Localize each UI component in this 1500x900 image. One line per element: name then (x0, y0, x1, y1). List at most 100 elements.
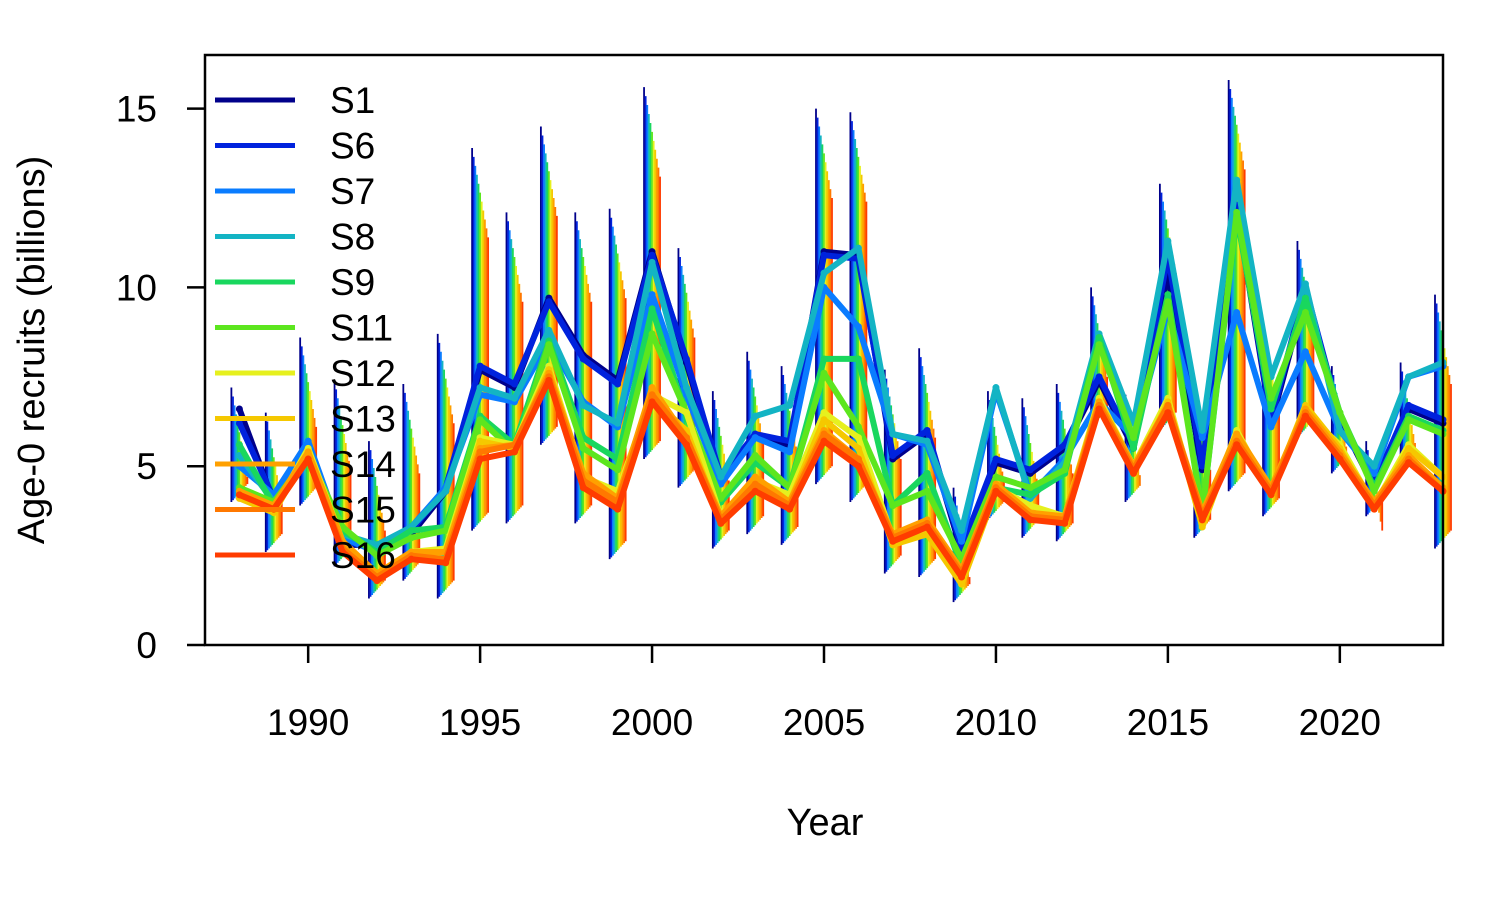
data-point (923, 487, 931, 495)
data-point (1233, 430, 1241, 438)
data-point (1370, 487, 1378, 495)
data-point (1164, 409, 1172, 417)
data-point (1061, 519, 1069, 527)
data-point (1198, 426, 1206, 434)
data-point (476, 455, 484, 463)
data-point (648, 330, 656, 338)
data-point (786, 505, 794, 513)
data-point (820, 269, 828, 277)
data-point (1233, 441, 1241, 449)
data-point (1130, 469, 1137, 477)
data-point (1130, 444, 1137, 452)
data-point (407, 527, 415, 535)
data-point (1026, 484, 1034, 492)
data-point (1405, 373, 1413, 381)
data-point (1026, 502, 1034, 510)
data-point (854, 444, 862, 452)
axes-layer: 1990 1995 2000 2005 2010 2015 2020 0 5 10 15 (116, 53, 1445, 743)
legend-label-s16: S16 (330, 535, 396, 576)
data-point (1095, 333, 1103, 341)
series-layer (230, 80, 1452, 603)
x-tick-label: 2020 (1299, 702, 1381, 743)
data-point (1301, 280, 1309, 288)
data-point (820, 369, 828, 377)
data-point (1370, 469, 1378, 477)
legend-label-s7: S7 (330, 171, 375, 212)
data-point (1061, 466, 1069, 474)
data-point (751, 451, 759, 459)
data-point (1233, 208, 1241, 216)
data-point (923, 437, 931, 445)
data-point (1301, 412, 1309, 420)
data-point (682, 355, 690, 363)
data-point (717, 519, 725, 527)
data-point (579, 355, 587, 363)
data-point (1130, 434, 1137, 442)
data-point (1233, 308, 1241, 316)
x-tick-label: 1990 (267, 702, 349, 743)
data-point (786, 448, 794, 456)
data-point (648, 305, 656, 313)
data-point (476, 416, 484, 424)
data-point (1405, 444, 1413, 452)
data-point (1301, 308, 1309, 316)
x-axis-title: Year (787, 802, 864, 844)
data-point (923, 469, 931, 477)
data-point (235, 419, 243, 427)
y-tick-label: 0 (136, 625, 157, 666)
data-point (1405, 401, 1413, 409)
data-point (751, 473, 759, 481)
data-point (545, 326, 553, 334)
data-point (304, 437, 312, 445)
legend-label-s14: S14 (330, 444, 396, 485)
data-point (854, 423, 862, 431)
y-tick-label: 5 (136, 446, 157, 487)
data-point (992, 455, 1000, 463)
data-point (682, 384, 690, 392)
y-axis-title: Age-0 recruits (billions) (11, 156, 53, 545)
data-point (1026, 466, 1034, 474)
data-point (1164, 401, 1172, 409)
data-point (889, 451, 897, 459)
data-point (958, 527, 966, 535)
data-point (648, 398, 656, 406)
data-point (648, 384, 656, 392)
data-point (854, 244, 862, 252)
data-point (854, 323, 862, 331)
legend-label-s6: S6 (330, 126, 375, 167)
data-point (751, 434, 759, 442)
data-point (373, 541, 381, 549)
data-point (889, 502, 897, 510)
y-tick-label: 10 (116, 267, 157, 308)
data-point (476, 437, 484, 445)
data-point (614, 380, 622, 388)
data-point (442, 487, 450, 495)
x-tick-label: 2005 (783, 702, 865, 743)
data-point (854, 434, 862, 442)
series-line-s8 (236, 177, 1445, 548)
data-point (889, 430, 897, 438)
data-point (579, 444, 587, 452)
data-point (820, 430, 828, 438)
data-point (1370, 462, 1378, 470)
data-point (1095, 373, 1103, 381)
data-point (648, 291, 656, 299)
data-point (751, 480, 759, 488)
data-point (958, 573, 966, 581)
data-point (1301, 348, 1309, 356)
data-point (1405, 416, 1413, 424)
data-point (717, 480, 725, 488)
x-tick-label: 1995 (439, 702, 521, 743)
data-point (1336, 455, 1344, 463)
data-point (717, 494, 725, 502)
data-point (648, 258, 656, 266)
series-line-s11 (238, 209, 1445, 563)
data-point (442, 559, 450, 567)
data-point (1301, 294, 1309, 302)
legend-label-s13: S13 (330, 399, 396, 440)
data-point (1026, 491, 1034, 499)
data-point (923, 426, 931, 434)
data-point (1164, 298, 1172, 306)
data-point (476, 448, 484, 456)
